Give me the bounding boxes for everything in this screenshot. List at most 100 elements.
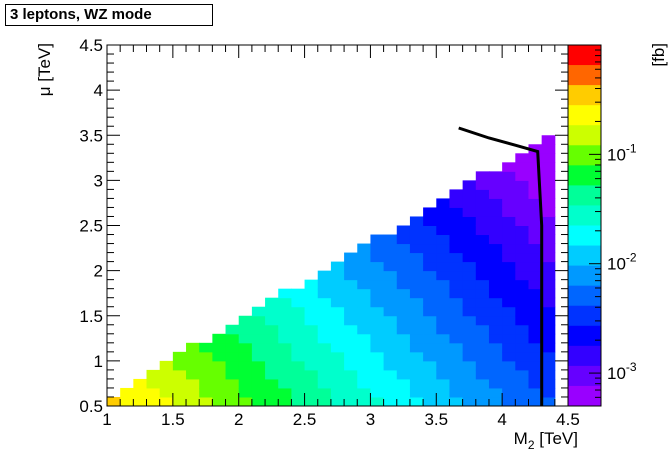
heatmap-cell	[409, 387, 424, 398]
heatmap-cell	[462, 396, 477, 407]
heatmap-cell	[291, 306, 306, 317]
heatmap-cell	[528, 198, 543, 208]
heatmap-cell	[225, 378, 240, 389]
heatmap-cell	[186, 342, 200, 353]
heatmap-cell	[383, 261, 398, 272]
heatmap-cell	[251, 315, 266, 326]
x-tick-label: 2.5	[293, 410, 317, 429]
heatmap-cell	[383, 315, 398, 326]
heatmap-cell	[488, 288, 503, 299]
heatmap-cell	[344, 306, 358, 317]
y-tick-label: 3.5	[79, 126, 103, 145]
heatmap-cell	[462, 324, 477, 335]
heatmap-cell	[462, 270, 477, 281]
heatmap-cell	[541, 252, 556, 263]
heatmap-cell	[502, 315, 516, 326]
heatmap-cell	[488, 225, 503, 236]
heatmap-cell	[423, 324, 437, 335]
heatmap-cell	[423, 369, 437, 380]
heatmap-cell	[265, 378, 279, 389]
heatmap-cell	[541, 387, 556, 398]
heatmap-cell	[370, 306, 385, 317]
heatmap-cell	[409, 333, 424, 344]
heatmap-cell	[186, 360, 200, 371]
heatmap-cell	[396, 270, 411, 281]
heatmap-cell	[396, 324, 411, 335]
heatmap-cell	[251, 396, 266, 407]
heatmap-cell	[357, 243, 371, 254]
heatmap-cell	[396, 396, 411, 407]
heatmap-cell	[383, 306, 398, 317]
heatmap-cell	[304, 315, 319, 326]
heatmap-cell	[146, 378, 161, 389]
heatmap-cell	[449, 216, 464, 226]
heatmap-cell	[344, 369, 358, 380]
heatmap-cell	[291, 351, 306, 362]
heatmap-cell	[423, 270, 437, 281]
heatmap-cell	[330, 369, 345, 380]
heatmap-cell	[502, 261, 516, 272]
heatmap-cell	[396, 333, 411, 344]
heatmap-cell	[462, 297, 477, 308]
heatmap-cell	[317, 351, 332, 362]
heatmap-cell	[502, 171, 516, 181]
color-scale-segment	[568, 145, 601, 166]
heatmap-cell	[291, 297, 306, 308]
color-scale-segment	[568, 325, 601, 347]
heatmap-cell	[291, 378, 306, 389]
heatmap-cell	[436, 369, 450, 380]
heatmap-cell	[423, 333, 437, 344]
y-tick-label: 4	[94, 81, 103, 100]
heatmap-cell	[541, 288, 556, 299]
heatmap-cell	[107, 396, 121, 407]
heatmap-cell	[370, 360, 385, 371]
heatmap-cell	[515, 360, 529, 371]
heatmap-cell	[344, 252, 358, 263]
heatmap-cell	[423, 216, 437, 226]
heatmap-cell	[541, 243, 556, 254]
heatmap-cell	[317, 369, 332, 380]
heatmap-cell	[475, 297, 490, 308]
heatmap-cell	[370, 387, 385, 398]
heatmap-cell	[304, 342, 319, 353]
y-tick-label: 3	[94, 171, 103, 190]
heatmap-cell	[304, 306, 319, 317]
heatmap-cell	[409, 234, 424, 245]
heatmap-cell	[462, 198, 477, 208]
heatmap-cell	[423, 243, 437, 254]
heatmap-cell	[462, 288, 477, 299]
heatmap-cell	[199, 396, 213, 407]
heatmap-cell	[396, 297, 411, 308]
heatmap-cell	[409, 297, 424, 308]
heatmap-cell	[225, 360, 240, 371]
heatmap-cell	[502, 324, 516, 335]
heatmap-cell	[370, 315, 385, 326]
heatmap-cell	[515, 288, 529, 299]
heatmap-cell	[475, 324, 490, 335]
heatmap-cell	[449, 342, 464, 353]
heatmap-cell	[515, 225, 529, 236]
color-scale-segment	[568, 65, 601, 86]
heatmap-cell	[278, 342, 292, 353]
heatmap-cell	[370, 342, 385, 353]
heatmap-cell	[357, 360, 371, 371]
heatmap-cell	[186, 378, 200, 389]
heatmap-cell	[449, 198, 464, 208]
heatmap-cell	[251, 306, 266, 317]
heatmap-cell	[251, 333, 266, 344]
heatmap-cell	[528, 279, 543, 290]
color-scale-segment	[568, 245, 601, 267]
heatmap-cell	[304, 369, 319, 380]
heatmap-cell	[475, 288, 490, 299]
heatmap-cell	[528, 396, 543, 407]
heatmap-cell	[449, 225, 464, 236]
heatmap-cell	[409, 270, 424, 281]
heatmap-cell	[462, 225, 477, 236]
heatmap-cell	[225, 387, 240, 398]
heatmap-cell	[541, 369, 556, 380]
heatmap-cell	[383, 342, 398, 353]
heatmap-cell	[541, 297, 556, 308]
heatmap-cell	[449, 378, 464, 389]
heatmap-cell	[330, 270, 345, 281]
heatmap-cell	[449, 243, 464, 254]
